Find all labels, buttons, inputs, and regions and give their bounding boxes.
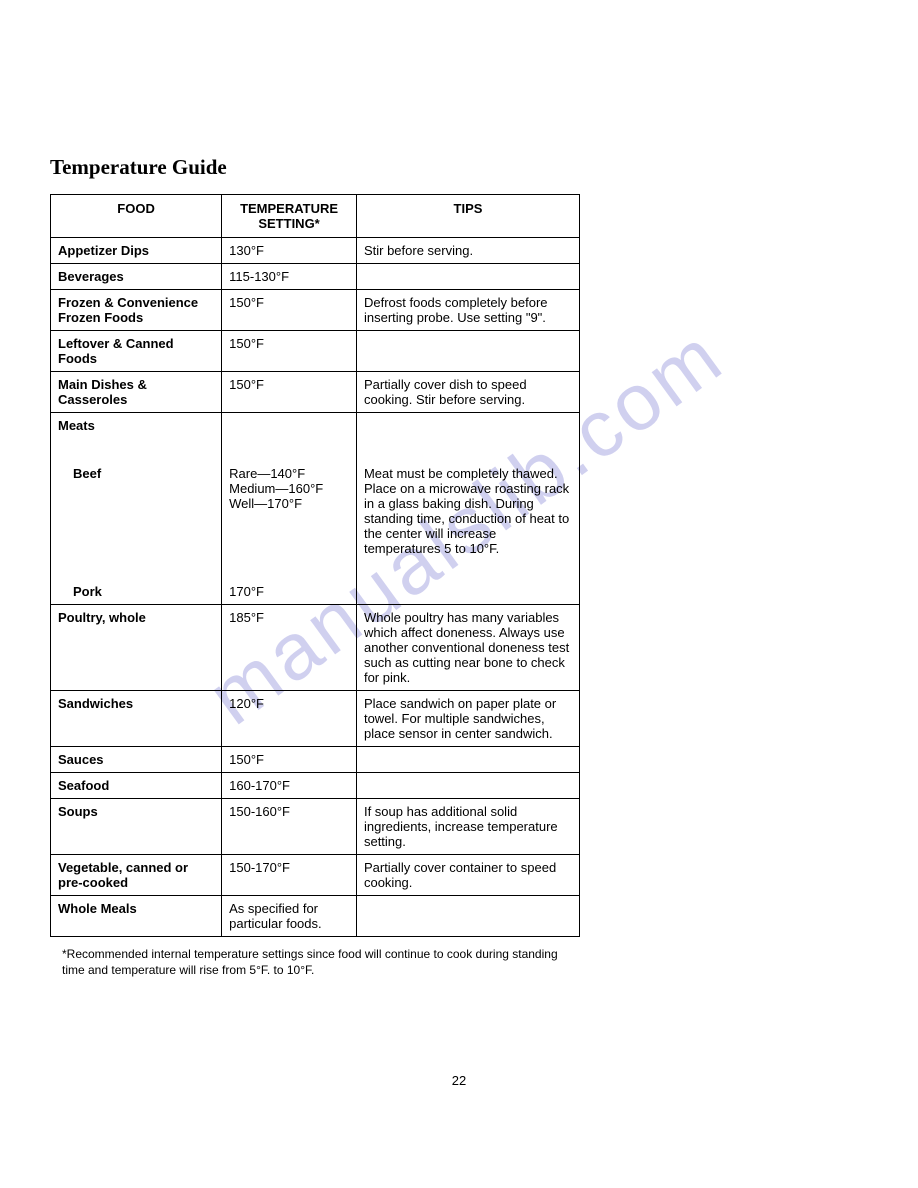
temperature-guide-table: FOOD TEMPERATURE SETTING* TIPS Appetizer… [50, 194, 580, 937]
cell-tips [356, 896, 579, 937]
header-tips: TIPS [356, 195, 579, 238]
cell-tips [356, 331, 579, 372]
table-row: Main Dishes & Casseroles 150°F Partially… [51, 372, 580, 413]
table-row: Soups 150-160°F If soup has additional s… [51, 799, 580, 855]
table-row: Seafood 160-170°F [51, 773, 580, 799]
cell-food: Whole Meals [51, 896, 222, 937]
footnote: *Recommended internal temperature settin… [50, 947, 580, 978]
cell-food: Leftover & Canned Foods [51, 331, 222, 372]
cell-tips [356, 773, 579, 799]
cell-food: Frozen & Convenience Frozen Foods [51, 290, 222, 331]
cell-tips: Defrost foods completely before insertin… [356, 290, 579, 331]
cell-temp: Rare—140°F Medium—160°F Well—170°F [222, 438, 357, 576]
cell-temp: 170°F [222, 576, 357, 605]
table-row: Leftover & Canned Foods 150°F [51, 331, 580, 372]
cell-food: Appetizer Dips [51, 238, 222, 264]
cell-food: Sauces [51, 747, 222, 773]
cell-food: Main Dishes & Casseroles [51, 372, 222, 413]
table-row: Poultry, whole 185°F Whole poultry has m… [51, 605, 580, 691]
document-content: Temperature Guide FOOD TEMPERATURE SETTI… [50, 155, 868, 978]
cell-temp: 150°F [222, 290, 357, 331]
cell-tips: Partially cover dish to speed cooking. S… [356, 372, 579, 413]
cell-food: Beverages [51, 264, 222, 290]
cell-tips [356, 413, 579, 439]
cell-temp: 150°F [222, 372, 357, 413]
table-row: Frozen & Convenience Frozen Foods 150°F … [51, 290, 580, 331]
cell-temp: 150°F [222, 747, 357, 773]
cell-tips [356, 747, 579, 773]
cell-temp: 185°F [222, 605, 357, 691]
cell-tips: Stir before serving. [356, 238, 579, 264]
cell-food: Pork [51, 576, 222, 605]
cell-food: Soups [51, 799, 222, 855]
table-row: Beverages 115-130°F [51, 264, 580, 290]
cell-tips: Partially cover container to speed cooki… [356, 855, 579, 896]
table-row: Beef Rare—140°F Medium—160°F Well—170°F … [51, 438, 580, 576]
table-row: Appetizer Dips 130°F Stir before serving… [51, 238, 580, 264]
cell-temp: 160-170°F [222, 773, 357, 799]
cell-tips [356, 264, 579, 290]
cell-tips [356, 576, 579, 605]
header-food: FOOD [51, 195, 222, 238]
header-temperature: TEMPERATURE SETTING* [222, 195, 357, 238]
cell-temp: 120°F [222, 691, 357, 747]
table-row: Whole Meals As specified for particular … [51, 896, 580, 937]
table-row: Vegetable, canned or pre-cooked 150-170°… [51, 855, 580, 896]
cell-tips: Meat must be completely thawed. Place on… [356, 438, 579, 576]
cell-tips: If soup has additional solid ingredients… [356, 799, 579, 855]
page-title: Temperature Guide [50, 155, 868, 180]
cell-food: Meats [51, 413, 222, 439]
cell-food: Seafood [51, 773, 222, 799]
table-row: Sauces 150°F [51, 747, 580, 773]
cell-tips: Place sandwich on paper plate or towel. … [356, 691, 579, 747]
cell-temp: 150-170°F [222, 855, 357, 896]
cell-temp: 130°F [222, 238, 357, 264]
cell-temp: 150°F [222, 331, 357, 372]
cell-temp [222, 413, 357, 439]
table-row: Pork 170°F [51, 576, 580, 605]
cell-food: Sandwiches [51, 691, 222, 747]
table-row: Sandwiches 120°F Place sandwich on paper… [51, 691, 580, 747]
cell-tips: Whole poultry has many variables which a… [356, 605, 579, 691]
cell-temp: As specified for particular foods. [222, 896, 357, 937]
table-row: Meats [51, 413, 580, 439]
cell-food: Beef [51, 438, 222, 576]
cell-temp: 115-130°F [222, 264, 357, 290]
page-number: 22 [0, 1073, 918, 1088]
table-header-row: FOOD TEMPERATURE SETTING* TIPS [51, 195, 580, 238]
cell-food: Vegetable, canned or pre-cooked [51, 855, 222, 896]
cell-temp: 150-160°F [222, 799, 357, 855]
cell-food: Poultry, whole [51, 605, 222, 691]
